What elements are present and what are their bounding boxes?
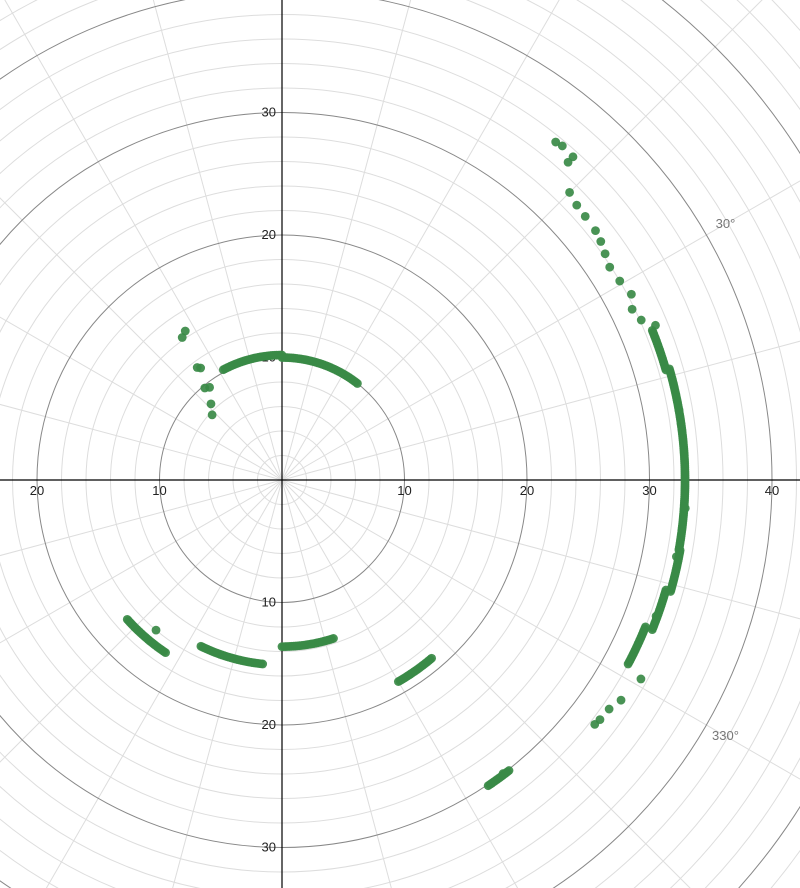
grid-spoke	[281, 479, 800, 620]
data-point	[675, 545, 685, 555]
grid-spoke	[0, 479, 283, 763]
y-tick-label: 30	[262, 105, 276, 120]
grid-spoke	[0, 479, 283, 557]
data-point	[600, 249, 610, 259]
x-tick-label: 10	[152, 483, 166, 498]
data-point	[551, 137, 561, 147]
data-point	[207, 410, 217, 420]
grid-spoke	[281, 0, 763, 481]
data-point	[651, 611, 661, 621]
data-point	[329, 634, 338, 643]
data-point	[676, 419, 686, 429]
data-point	[200, 383, 210, 393]
grid-circle-minor	[0, 38, 724, 888]
data-point	[557, 141, 567, 151]
data-point	[672, 552, 681, 562]
data-point	[604, 704, 614, 714]
grid-spoke	[172, 479, 283, 888]
data-point	[636, 674, 646, 684]
grid-circle-minor	[0, 14, 748, 888]
grid-spoke	[45, 479, 283, 888]
x-tick-label: 30	[642, 483, 656, 498]
angle-label: 30°	[716, 216, 736, 231]
x-tick-label: 40	[765, 483, 779, 498]
grid-spoke	[281, 479, 519, 888]
grid-spoke	[0, 197, 283, 481]
grid-spoke	[281, 0, 412, 481]
grid-spoke	[281, 479, 392, 888]
grid-spoke	[0, 403, 283, 481]
grid-spoke	[4, 0, 283, 481]
y-tick-label: 10	[262, 595, 276, 610]
data-point	[427, 653, 437, 663]
data-point	[218, 365, 228, 375]
grid-spoke	[281, 479, 800, 780]
data-point	[590, 719, 600, 729]
grid-circle-minor	[0, 63, 699, 888]
data-point	[605, 262, 615, 272]
grid-spoke	[281, 479, 691, 888]
data-point	[498, 769, 508, 778]
grid-spoke	[0, 316, 283, 481]
data-point	[196, 363, 206, 373]
data-point	[572, 200, 582, 210]
grid-spoke	[152, 0, 283, 481]
x-tick-label: 10	[397, 483, 411, 498]
data-point	[580, 211, 590, 221]
data-point	[177, 333, 187, 342]
data-point	[661, 585, 671, 595]
data-point	[636, 315, 646, 325]
x-tick-label: 20	[520, 483, 534, 498]
grid-spoke	[281, 0, 560, 481]
data-point	[680, 503, 690, 513]
y-tick-label: 30	[262, 840, 276, 855]
data-point	[206, 399, 216, 409]
y-tick-label: 20	[262, 717, 276, 732]
data-point	[627, 304, 637, 314]
grid-spoke	[281, 340, 800, 481]
data-point	[596, 237, 606, 246]
data-point	[591, 226, 600, 236]
grid-spoke	[0, 479, 283, 644]
data-point	[151, 625, 161, 635]
data-point	[651, 320, 660, 330]
grid-spoke	[281, 180, 800, 481]
data-point	[626, 289, 636, 299]
data-point	[565, 188, 574, 197]
x-tick-label: 20	[30, 483, 44, 498]
y-tick-label: 20	[262, 227, 276, 242]
angle-label: 330°	[712, 728, 739, 743]
data-point	[615, 276, 625, 286]
data-point	[568, 152, 578, 162]
data-point	[616, 695, 626, 705]
data-point	[258, 659, 268, 669]
data-points	[122, 137, 690, 791]
data-point	[161, 648, 170, 658]
data-point	[641, 622, 650, 632]
tick-labels: 20101020304030201010203030°330°	[30, 105, 779, 855]
